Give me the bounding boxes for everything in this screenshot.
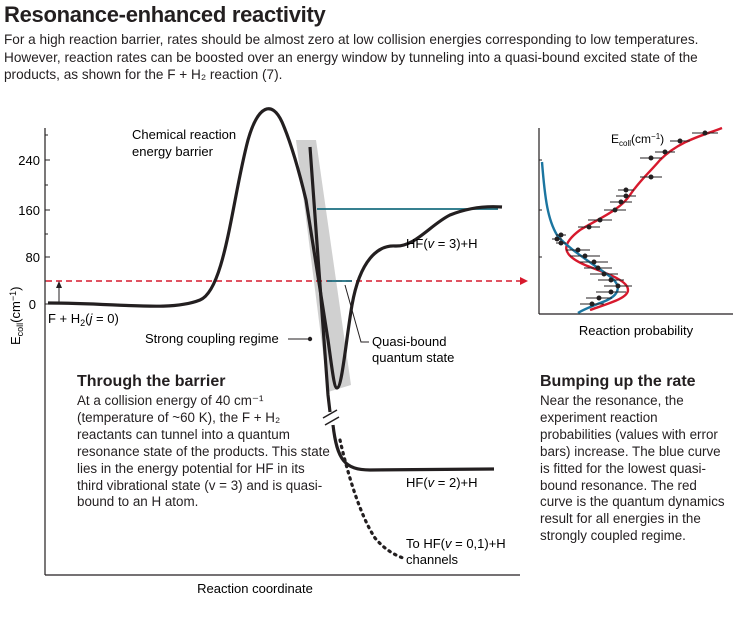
collision-energy-arrowhead — [520, 277, 528, 285]
y-tick-label-80: 80 — [26, 250, 40, 265]
page-title: Resonance-enhanced reactivity — [4, 2, 326, 27]
right-y-label: Ecoll(cm−1) — [611, 132, 664, 148]
hf-v01-label-line2: channels — [406, 552, 459, 567]
y-tick-label-240: 240 — [18, 153, 40, 168]
right-x-axis-label: Reaction probability — [579, 323, 694, 338]
left-section-body: At a collision energy of 40 cm⁻¹ (temper… — [77, 393, 330, 510]
descending-potential-line — [308, 146, 332, 413]
left-x-axis-label: Reaction coordinate — [197, 581, 313, 596]
quasi-bound-label-line2: quantum state — [372, 350, 454, 365]
quasi-bound-label-line1: Quasi-bound — [372, 334, 446, 349]
left-section-heading: Through the barrier — [77, 373, 226, 390]
y-tick-label-0: 0 — [29, 297, 36, 312]
y-tick-label-160: 160 — [18, 203, 40, 218]
energy-arrow — [56, 281, 62, 288]
strong-coupling-label: Strong coupling regime — [145, 331, 279, 346]
experiment-data-points — [552, 130, 718, 307]
barrier-label-line2: energy barrier — [132, 144, 214, 159]
reactants-label: F + H2(j = 0) — [48, 311, 119, 328]
right-section-heading: Bumping up the rate — [540, 373, 696, 390]
hf-v01-label-line1: To HF(v = 0,1)+H — [406, 536, 506, 551]
hf-v01-dotted-path — [338, 438, 405, 560]
intro-text: For a high reaction barrier, rates shoul… — [4, 32, 699, 82]
strong-coupling-band — [296, 140, 351, 392]
left-y-axis-label: Ecoll(cm−1) — [8, 287, 25, 345]
left-energy-diagram: 240 160 80 0 Ecoll(cm−1) Chemica — [8, 107, 528, 596]
barrier-label-line1: Chemical reaction — [132, 127, 236, 142]
hf-v2-label: HF(v = 2)+H — [406, 475, 478, 490]
hf-v3-label: HF(v = 3)+H — [406, 236, 478, 251]
fit-curve — [540, 161, 619, 314]
right-probability-plot: Reaction probability Ecoll(cm−1) — [538, 126, 733, 338]
right-section-body: Near the resonance, the experiment react… — [540, 393, 725, 544]
hf-v2-curve — [331, 424, 495, 472]
theory-curve — [565, 126, 723, 312]
